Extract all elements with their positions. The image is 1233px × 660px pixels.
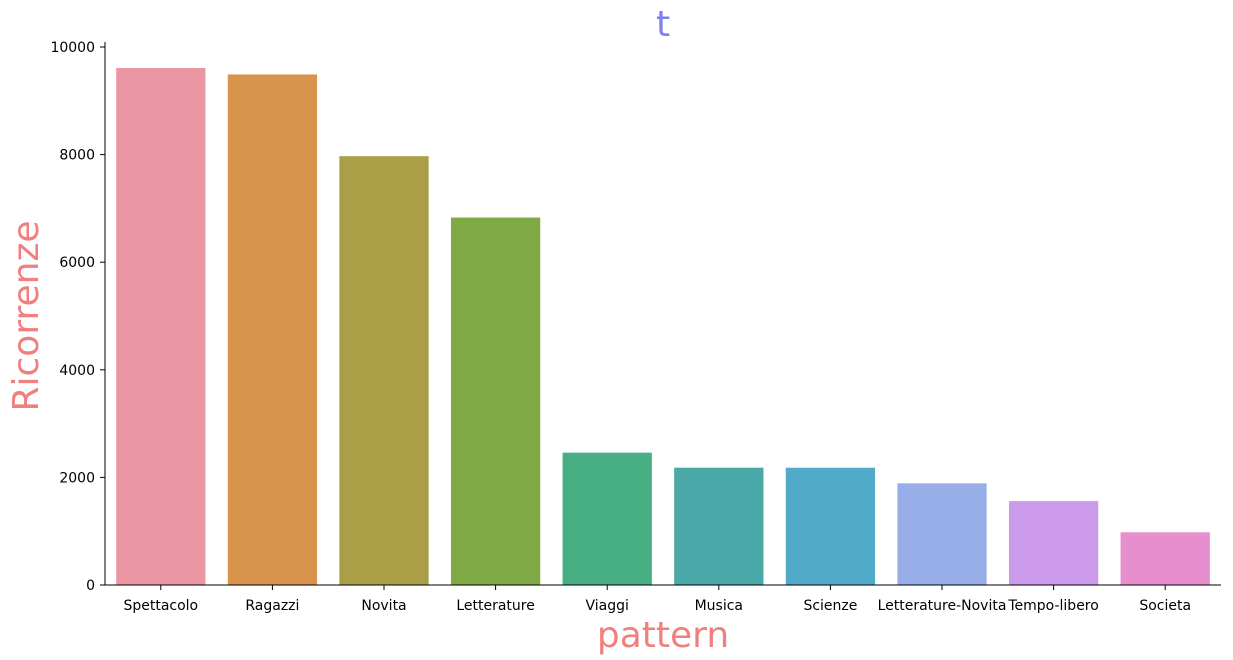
y-tick-label: 0: [86, 578, 95, 594]
x-tick-label: Scienze: [803, 598, 857, 614]
bar-letterature-novita: [897, 483, 987, 585]
chart-title: t: [656, 4, 670, 45]
bar-musica: [674, 467, 764, 585]
bar-novita: [339, 156, 429, 586]
x-tick-label: Spettacolo: [123, 598, 198, 614]
bar-letterature: [450, 217, 541, 585]
y-tick-label: 2000: [59, 470, 95, 486]
x-tick-label: Societa: [1139, 598, 1191, 614]
x-tick-label: Novita: [361, 598, 406, 614]
y-tick-label: 8000: [59, 148, 95, 164]
x-tick-label: Ragazzi: [245, 598, 299, 614]
y-tick-label: 4000: [59, 363, 95, 379]
x-tick-label: Letterature-Novita: [878, 598, 1007, 614]
bar-societa: [1120, 532, 1210, 585]
y-axis: 0 2000 4000 6000 8000 10000: [50, 40, 106, 594]
y-tick-label: 6000: [59, 255, 95, 271]
bar-tempo-libero: [1008, 501, 1099, 585]
x-axis-title: pattern: [597, 615, 729, 656]
bar-ragazzi: [227, 74, 318, 586]
y-tick-label: 10000: [50, 40, 95, 56]
bar-spettacolo: [116, 67, 206, 586]
x-tick-label: Musica: [695, 598, 743, 614]
x-tick-label: Letterature: [456, 598, 535, 614]
bar-scienze: [785, 467, 876, 585]
y-axis-title: Ricorrenze: [6, 220, 47, 411]
x-tick-label: Viaggi: [585, 598, 628, 614]
bar-viaggi: [562, 452, 652, 585]
bars-group: [116, 67, 1210, 586]
x-axis: Spettacolo Ragazzi Novita Letterature Viaggi…: [105, 584, 1221, 614]
x-tick-label: Tempo-libero: [1007, 598, 1098, 614]
